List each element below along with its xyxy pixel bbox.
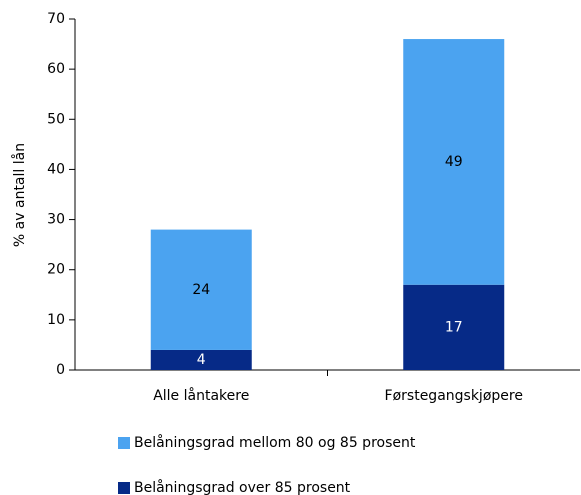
value-label: 24 [192,282,210,298]
y-tick-label: 60 [47,61,65,77]
y-tick-label: 20 [47,262,65,278]
y-tick-label: 50 [47,111,65,127]
x-tick-label: Alle låntakere [153,387,249,404]
value-label: 49 [445,154,463,170]
y-tick-label: 0 [56,362,65,378]
y-tick-label: 30 [47,212,65,228]
bar-segment [403,284,505,370]
y-tick-label: 10 [47,312,65,328]
value-label: 17 [445,319,463,335]
legend-swatch [118,437,130,449]
y-tick-label: 40 [47,161,65,177]
y-tick-label: 70 [47,11,65,27]
legend-label: Belåningsgrad mellom 80 og 85 prosent [134,434,416,451]
y-axis-label: % av antall lån [11,143,28,247]
x-tick-label: Førstegangskjøpere [385,388,523,404]
bar-segment [150,349,252,370]
bar-segment [150,229,252,350]
legend-label: Belåningsgrad over 85 prosent [134,479,351,495]
value-label: 4 [197,352,206,368]
legend-swatch [118,482,130,494]
bar-segment [403,39,505,285]
